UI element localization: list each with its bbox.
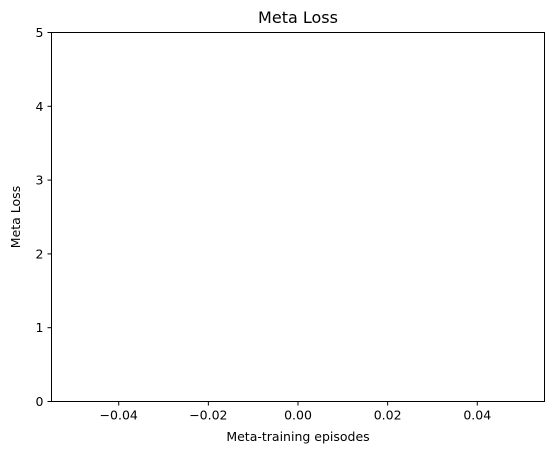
y-axis-label: Meta Loss (8, 186, 23, 248)
y-tick-label: 4 (36, 99, 44, 114)
x-axis-label: Meta-training episodes (226, 429, 369, 444)
plot-frame (51, 32, 545, 402)
x-axis: −0.04 −0.02 0.00 0.02 0.04 (100, 401, 491, 423)
chart-title: Meta Loss (258, 8, 338, 27)
x-tick-label: −0.04 (100, 408, 138, 423)
y-tick-label: 3 (36, 173, 44, 188)
y-axis: 0 1 2 3 4 5 (36, 25, 52, 409)
x-tick-label: 0.02 (374, 408, 402, 423)
y-tick-label: 0 (36, 394, 44, 409)
x-tick-label: 0.04 (463, 408, 491, 423)
x-tick-label: 0.00 (284, 408, 312, 423)
y-tick-label: 5 (36, 25, 44, 40)
y-tick-label: 2 (36, 246, 44, 261)
x-tick-label: −0.02 (189, 408, 227, 423)
y-tick-label: 1 (36, 320, 44, 335)
